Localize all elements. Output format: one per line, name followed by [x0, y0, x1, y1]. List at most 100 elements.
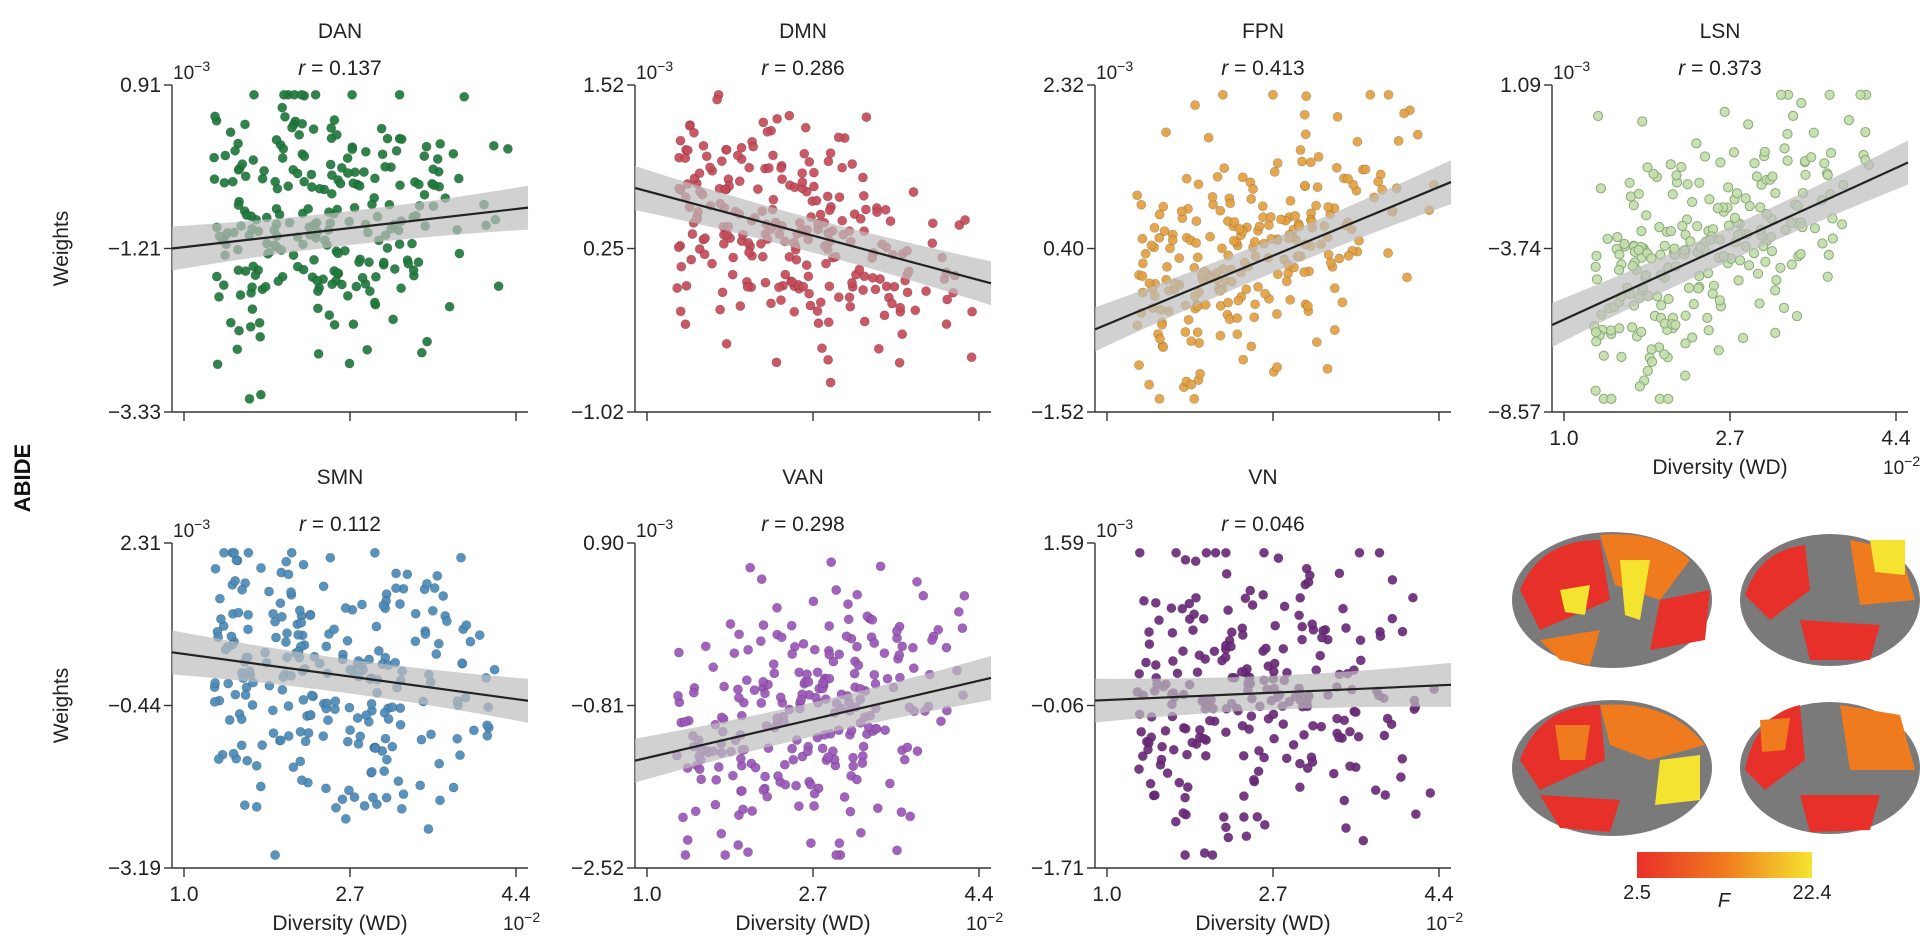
data-point [847, 277, 857, 288]
data-point [813, 318, 824, 329]
data-point [1165, 243, 1175, 254]
data-point [736, 753, 746, 764]
y-tick-label: −0.06 [1031, 695, 1084, 718]
data-point [264, 586, 274, 597]
correlation-label: r = 0.413 [1221, 57, 1304, 80]
data-point [756, 574, 767, 584]
data-point [218, 280, 229, 290]
data-point [255, 781, 266, 792]
data-point [721, 144, 732, 155]
data-point [957, 623, 968, 633]
data-point [324, 310, 335, 320]
data-point [768, 659, 779, 669]
data-point [347, 89, 357, 100]
y-tick-label: 0.90 [583, 532, 624, 555]
data-point [780, 779, 791, 790]
data-point [456, 552, 466, 563]
panel-title: DMN [779, 20, 827, 43]
data-point [1307, 757, 1318, 767]
data-point [682, 145, 693, 156]
data-point [1295, 782, 1305, 793]
data-point [306, 169, 317, 180]
data-point [1782, 128, 1793, 140]
data-point [768, 194, 779, 205]
data-point [342, 290, 353, 301]
data-point [1183, 314, 1194, 325]
data-point [210, 563, 221, 574]
data-point [678, 812, 688, 823]
data-point [899, 754, 910, 765]
data-point [1311, 200, 1321, 211]
data-point [1223, 832, 1234, 843]
data-point [402, 569, 413, 580]
data-point [1272, 362, 1282, 372]
data-point [1837, 219, 1848, 230]
data-point [288, 762, 299, 773]
data-point [1744, 260, 1755, 271]
data-point [1162, 261, 1172, 272]
data-point [1760, 256, 1771, 267]
data-point [1150, 660, 1161, 670]
data-point [1808, 127, 1819, 138]
data-point [831, 850, 842, 860]
data-point [1249, 312, 1260, 323]
data-point [953, 606, 964, 617]
data-point [1682, 179, 1693, 190]
data-point [857, 758, 868, 768]
data-point [1412, 129, 1423, 140]
x-tick-label: 1.0 [1549, 427, 1578, 450]
data-point [803, 746, 813, 757]
data-point [1397, 753, 1408, 764]
data-point [1212, 171, 1223, 182]
data-point [1791, 311, 1803, 322]
data-point [309, 254, 319, 265]
data-point [380, 733, 391, 744]
x-tick-label: 2.7 [798, 883, 827, 906]
data-point [834, 649, 845, 660]
y-tick-label: −1.02 [571, 401, 624, 424]
data-point [847, 159, 858, 169]
data-point [1358, 835, 1369, 846]
data-point [1221, 569, 1232, 579]
data-point [887, 298, 897, 309]
data-point [1341, 823, 1351, 833]
panel-title: VAN [782, 466, 824, 489]
data-point [322, 698, 332, 709]
data-point [1154, 393, 1165, 404]
data-point [1755, 202, 1766, 213]
data-point [344, 358, 355, 369]
data-point [812, 306, 823, 316]
data-point [849, 668, 860, 679]
data-point [420, 629, 431, 639]
data-point [831, 585, 842, 595]
data-point [383, 714, 394, 724]
data-point [271, 134, 282, 145]
data-point [1393, 135, 1404, 146]
data-point [1341, 623, 1351, 633]
data-point [367, 792, 378, 803]
data-point [280, 111, 290, 122]
data-point [270, 616, 280, 627]
data-point [1595, 183, 1607, 194]
data-point [388, 314, 398, 325]
data-point [1134, 360, 1144, 370]
colorbar-label: F [1718, 890, 1732, 912]
data-point [1325, 257, 1336, 268]
correlation-label: r = 0.046 [1221, 513, 1304, 536]
data-point [880, 725, 890, 735]
data-point [1272, 309, 1282, 319]
data-point [1143, 744, 1153, 755]
data-point [435, 795, 445, 806]
data-point [895, 302, 906, 313]
data-point [219, 547, 229, 558]
data-point [799, 148, 810, 159]
data-point [811, 195, 822, 206]
data-point [416, 734, 427, 745]
data-point [310, 89, 321, 100]
data-point [673, 242, 684, 253]
data-point [803, 271, 814, 282]
data-point [745, 562, 756, 573]
data-point [839, 792, 850, 802]
data-point [452, 733, 463, 744]
data-point [772, 602, 782, 613]
